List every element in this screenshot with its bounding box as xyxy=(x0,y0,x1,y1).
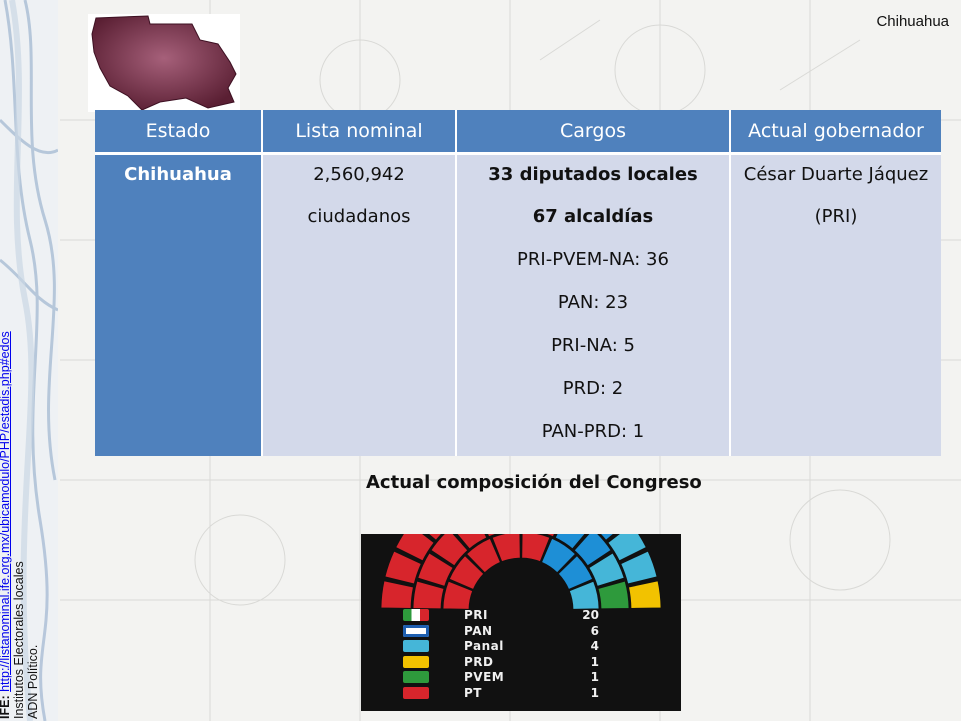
header-lista-nominal: Lista nominal xyxy=(262,110,457,155)
legend-row: PRI 20 xyxy=(403,608,663,624)
seat-mark xyxy=(427,534,443,541)
legend-row: PRD 1 xyxy=(403,655,663,671)
sources-block: IFE: http://listanominal.ife.org.mx/ubic… xyxy=(0,299,71,719)
pvem-logo-icon xyxy=(403,671,429,683)
legend-party-seats: 4 xyxy=(590,639,599,653)
legend-party-seats: 6 xyxy=(590,623,599,638)
legend-party-name: PT xyxy=(464,685,482,700)
chihuahua-map xyxy=(88,14,240,112)
seat-mark xyxy=(557,555,594,590)
legend-party-seats: 1 xyxy=(590,670,599,684)
pt-logo-icon xyxy=(403,686,429,699)
cargos-line: PRI-PVEM-NA: 36 xyxy=(517,249,669,270)
cell-cargos: 33 diputados locales 67 alcaldías PRI-PV… xyxy=(456,153,731,456)
seat-mark xyxy=(599,534,615,541)
congreso-title: Actual composición del Congreso xyxy=(366,472,702,493)
header-gobernador: Actual gobernador xyxy=(730,110,941,155)
source-institutos: Institutos Electorales locales xyxy=(12,561,26,719)
source-ife-link[interactable]: http://listanominal.ife.org.mx/ubicamodu… xyxy=(0,331,12,692)
seat-mark xyxy=(568,580,600,610)
legend-party-seats: 1 xyxy=(590,654,599,669)
party-legend: PRI 20 PAN 6 Panal 4 PRD 1 PVEM 1 PT 1 xyxy=(403,608,663,701)
gobernador-party: (PRI) xyxy=(814,206,858,227)
seat-mark xyxy=(588,552,625,587)
cargos-line: PAN-PRD: 1 xyxy=(541,421,645,442)
seat-mark xyxy=(430,534,469,567)
seat-mark xyxy=(491,534,521,563)
legend-party-name: PAN xyxy=(464,623,493,638)
congreso-composition-graphic: PRI 20 PAN 6 Panal 4 PRD 1 PVEM 1 PT 1 xyxy=(361,534,681,711)
cell-lista-nominal: 2,560,942 ciudadanos xyxy=(262,153,457,456)
seat-mark xyxy=(448,555,485,590)
seat-mark xyxy=(384,550,422,585)
source-ife-prefix: IFE: xyxy=(0,695,12,719)
seat-mark xyxy=(466,537,501,574)
estado-name: Chihuahua xyxy=(124,164,232,185)
panal-logo-icon xyxy=(403,640,429,652)
legend-party-name: Panal xyxy=(464,639,504,653)
seat-mark xyxy=(521,534,551,563)
seat-mark xyxy=(487,534,498,538)
lista-nominal-value: 2,560,942 xyxy=(313,164,405,185)
seat-mark xyxy=(607,534,647,562)
cargos-line: PRI-NA: 5 xyxy=(551,335,635,356)
legend-row: PAN 6 xyxy=(403,624,663,640)
legend-party-seats: 1 xyxy=(590,685,599,700)
cargos-line: 67 alcaldías xyxy=(532,206,654,227)
legend-party-name: PVEM xyxy=(464,670,505,684)
header-cargos: Cargos xyxy=(456,110,731,155)
state-info-table: Estado Lista nominal Cargos Actual gober… xyxy=(95,110,941,456)
prd-logo-icon xyxy=(403,655,429,668)
cargos-line: 33 diputados locales xyxy=(488,164,698,185)
seat-mark xyxy=(380,580,414,609)
cargos-line: PRD: 2 xyxy=(562,378,624,399)
legend-row: Panal 4 xyxy=(403,639,663,655)
side-decoration xyxy=(0,0,58,721)
legend-party-name: PRI xyxy=(464,608,488,622)
cargos-line: PAN: 23 xyxy=(557,292,629,313)
legend-row: PVEM 1 xyxy=(403,670,663,686)
seat-mark xyxy=(573,534,612,567)
pan-logo-icon xyxy=(403,624,429,637)
source-adn: ADN Político. xyxy=(26,644,40,719)
source-ife: IFE: http://listanominal.ife.org.mx/ubic… xyxy=(0,331,12,719)
seat-hemicycle xyxy=(380,534,662,610)
seat-mark xyxy=(554,534,586,550)
seat-mark xyxy=(395,534,435,562)
seat-mark xyxy=(544,534,555,538)
seat-mark xyxy=(456,534,488,550)
legend-party-name: PRD xyxy=(464,654,494,669)
legend-party-seats: 20 xyxy=(582,608,599,622)
state-label: Chihuahua xyxy=(876,13,949,30)
gobernador-name: César Duarte Jáquez xyxy=(743,164,929,185)
pri-logo-icon xyxy=(403,609,429,621)
seat-mark xyxy=(620,550,658,585)
seat-mark xyxy=(412,580,445,610)
cell-gobernador: César Duarte Jáquez (PRI) xyxy=(730,153,941,456)
seat-mark xyxy=(628,580,662,609)
cell-estado: Chihuahua xyxy=(95,153,263,456)
seat-mark xyxy=(417,552,454,587)
legend-row: PT 1 xyxy=(403,686,663,702)
header-estado: Estado xyxy=(95,110,263,155)
lista-nominal-unit: ciudadanos xyxy=(307,206,411,227)
seat-mark xyxy=(442,580,474,610)
seat-mark xyxy=(597,580,630,610)
seat-mark xyxy=(541,537,576,574)
